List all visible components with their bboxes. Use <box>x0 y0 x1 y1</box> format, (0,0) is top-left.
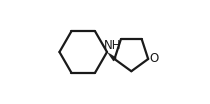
Text: NH: NH <box>104 39 121 52</box>
Text: O: O <box>150 53 159 66</box>
